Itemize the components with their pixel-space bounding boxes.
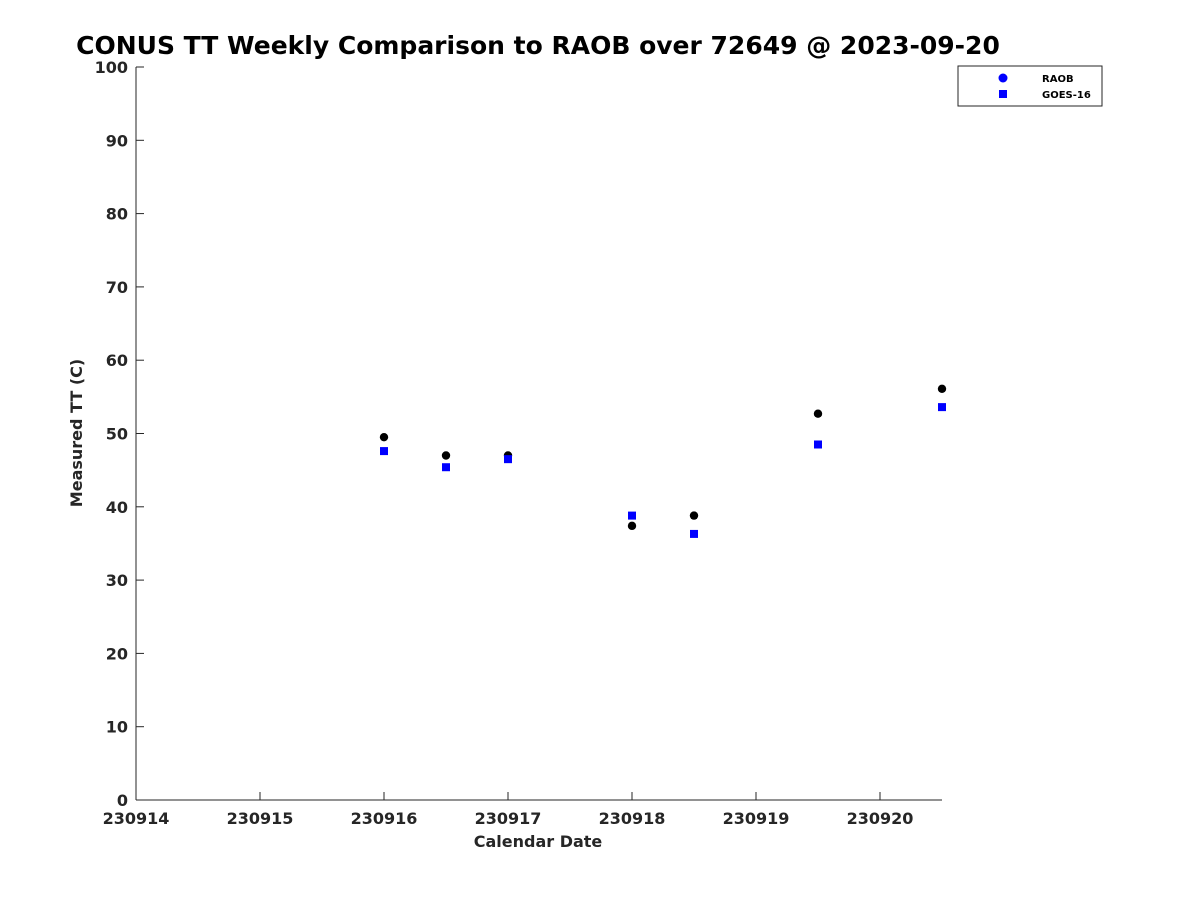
y-tick-label: 40	[106, 498, 128, 517]
axes	[135, 67, 942, 801]
data-point-raob	[813, 409, 823, 418]
chart-title: CONUS TT Weekly Comparison to RAOB over …	[76, 31, 1000, 60]
x-tick-label: 230916	[351, 809, 418, 828]
series-raob	[379, 384, 947, 531]
data-point-goes-16	[504, 455, 512, 464]
y-tick-label: 70	[106, 278, 128, 297]
x-tick-label: 230920	[847, 809, 914, 828]
y-axis-ticks: 0 10 20 30 40 50 60 70 80 90 100	[95, 58, 144, 810]
y-axis-label: Measured TT (C)	[67, 359, 86, 507]
x-axis-ticks: 230914 230915 230916 230917 230918 230919 2309…	[103, 792, 914, 828]
y-tick-label: 60	[106, 351, 128, 370]
y-tick-label: 30	[106, 571, 128, 590]
data-point-raob	[441, 451, 451, 460]
series-goes-16	[380, 403, 946, 538]
y-tick-label: 90	[106, 131, 128, 150]
data-series	[379, 384, 947, 538]
data-point-goes-16	[628, 511, 636, 520]
x-tick-label: 230914	[103, 809, 170, 828]
legend-marker-circle	[998, 73, 1008, 83]
legend-marker-square	[999, 90, 1007, 98]
data-point-goes-16	[938, 403, 946, 412]
data-point-raob	[379, 432, 389, 442]
x-tick-label: 230919	[723, 809, 790, 828]
y-tick-label: 80	[106, 205, 128, 224]
y-tick-label: 50	[106, 425, 128, 444]
data-point-raob	[937, 384, 947, 393]
legend-box	[957, 65, 1103, 107]
y-tick-label: 0	[117, 791, 128, 810]
data-point-goes-16	[380, 447, 388, 456]
y-tick-label: 100	[95, 58, 128, 77]
legend-label: GOES-16	[1042, 90, 1091, 101]
data-point-goes-16	[442, 463, 450, 472]
x-axis-label: Calendar Date	[474, 832, 603, 851]
x-tick-label: 230918	[599, 809, 666, 828]
data-point-goes-16	[814, 440, 822, 449]
data-point-raob	[627, 521, 637, 531]
y-tick-label: 10	[106, 718, 128, 737]
data-point-goes-16	[690, 529, 698, 538]
x-tick-label: 230915	[227, 809, 294, 828]
legend: RAOB GOES-16	[957, 65, 1103, 107]
y-tick-label: 20	[106, 644, 128, 663]
legend-label: RAOB	[1042, 74, 1074, 85]
x-tick-label: 230917	[475, 809, 542, 828]
data-point-raob	[689, 511, 699, 520]
